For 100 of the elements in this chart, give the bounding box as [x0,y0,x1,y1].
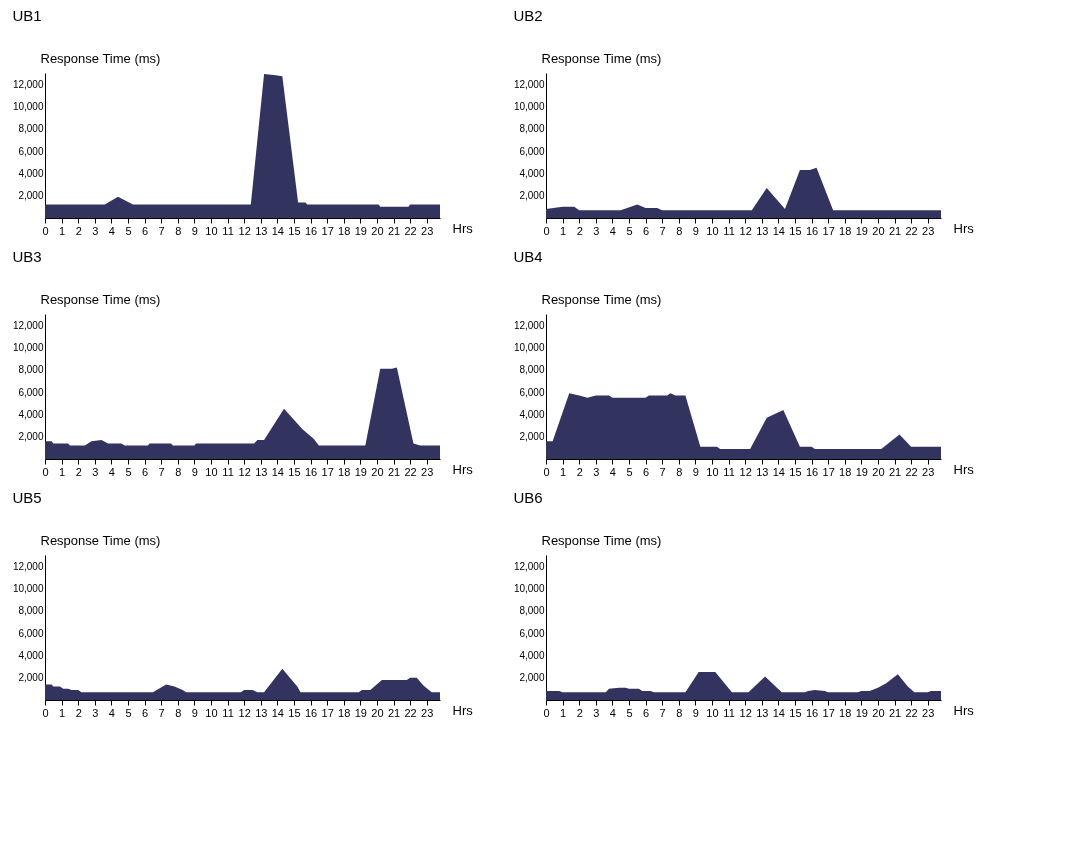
y-tick-label: 4,000 [519,649,545,661]
x-tick-label: 2 [75,465,82,478]
x-tick-label: 22 [905,706,918,719]
x-tick-label: 21 [888,706,902,719]
y-tick-label: 12,000 [513,78,545,90]
x-tick-label: 1 [560,706,567,719]
x-tick-label: 18 [338,465,351,478]
x-tick-label: 11 [222,706,234,719]
y-tick-label: 6,000 [519,145,545,157]
y-axis-title: Response Time (ms) [40,532,161,548]
x-tick-label: 2 [75,706,82,719]
x-tick-label: 13 [756,706,769,719]
x-tick-label: 1 [59,706,66,719]
x-tick-label: 5 [626,465,633,478]
x-tick-label: 20 [371,465,384,478]
x-tick-label: 8 [175,706,182,719]
x-tick-label: 16 [805,465,819,478]
x-tick-label: 18 [839,706,852,719]
x-tick-label: 19 [354,465,367,478]
x-tick-label: 4 [609,706,616,719]
x-tick-label: 4 [108,224,115,237]
chart-title: UB2 [513,7,543,24]
x-tick-label: 15 [288,706,301,719]
x-tick-label: 14 [271,465,284,478]
x-tick-label: 16 [304,465,318,478]
x-tick-label: 14 [271,224,284,237]
x-tick-label: 3 [92,224,99,237]
y-tick-label: 12,000 [513,319,545,331]
y-tick-label: 10,000 [12,341,44,353]
x-tick-label: 9 [191,706,198,719]
x-tick-label: 6 [142,706,149,719]
x-tick-label: 21 [888,224,902,237]
x-tick-label: 17 [822,465,835,478]
x-tick-label: 23 [421,706,434,719]
x-tick-label: 12 [739,706,752,719]
x-tick-label: 22 [404,706,417,719]
y-tick-label: 8,000 [519,364,545,376]
x-tick-label: 1 [59,465,66,478]
x-tick-label: 7 [659,224,666,237]
x-tick-label: 12 [238,224,251,237]
x-tick-label: 21 [888,465,902,478]
y-tick-label: 4,000 [18,167,44,179]
x-tick-label: 0 [543,465,550,478]
y-tick-label: 4,000 [519,167,545,179]
y-tick-label: 8,000 [519,123,545,135]
x-tick-label: 0 [543,706,550,719]
y-axis-title: Response Time (ms) [40,291,161,307]
x-tick-label: 18 [839,465,852,478]
x-tick-label: 17 [822,224,835,237]
y-tick-label: 2,000 [18,672,44,684]
y-tick-label: 10,000 [12,100,44,112]
x-tick-label: 5 [125,706,132,719]
x-tick-label: 16 [805,224,819,237]
x-tick-label: 11 [723,224,735,237]
x-tick-label: 7 [659,706,666,719]
x-tick-label: 9 [191,465,198,478]
x-tick-label: 23 [421,465,434,478]
chart-title: UB1 [12,7,42,24]
x-tick-label: 1 [560,224,567,237]
chart-title: UB4 [513,248,543,265]
x-tick-label: 6 [643,224,650,237]
x-tick-label: 20 [371,224,384,237]
x-tick-label: 14 [772,465,785,478]
x-tick-label: 12 [238,706,251,719]
x-tick-label: 3 [92,465,99,478]
x-tick-label: 22 [905,465,918,478]
y-tick-label: 2,000 [18,431,44,443]
chart-title: UB3 [12,248,42,265]
x-tick-label: 13 [756,465,769,478]
x-tick-label: 4 [108,706,115,719]
y-tick-label: 4,000 [18,408,44,420]
x-tick-label: 2 [576,706,583,719]
x-tick-label: 21 [387,465,401,478]
x-tick-label: 5 [125,224,132,237]
x-tick-label: 11 [222,224,234,237]
y-tick-label: 2,000 [519,431,545,443]
x-tick-label: 11 [222,465,234,478]
y-tick-label: 10,000 [513,582,545,594]
x-tick-label: 0 [42,465,49,478]
y-tick-label: 8,000 [18,364,44,376]
x-tick-label: 19 [855,706,868,719]
x-axis-title: Hrs [452,702,474,718]
y-axis-title: Response Time (ms) [541,50,662,66]
x-tick-label: 0 [42,706,49,719]
x-tick-label: 22 [404,465,417,478]
y-tick-label: 6,000 [18,627,44,639]
x-tick-label: 3 [593,465,600,478]
x-tick-label: 19 [354,224,367,237]
x-tick-label: 17 [321,224,334,237]
x-tick-label: 18 [839,224,852,237]
x-tick-label: 13 [255,465,268,478]
y-tick-label: 10,000 [513,100,545,112]
y-tick-label: 12,000 [12,319,44,331]
x-tick-label: 20 [872,224,885,237]
x-tick-label: 11 [723,465,735,478]
x-tick-label: 3 [593,224,600,237]
x-tick-label: 11 [723,706,735,719]
x-tick-label: 13 [255,224,268,237]
x-tick-label: 1 [560,465,567,478]
x-tick-label: 10 [706,224,719,237]
